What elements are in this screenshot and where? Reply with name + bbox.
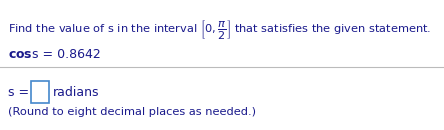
- Text: (Round to eight decimal places as needed.): (Round to eight decimal places as needed…: [8, 107, 256, 117]
- Text: Find the value of s in the interval $\left[0,\dfrac{\pi}{2}\right]$ that satisfi: Find the value of s in the interval $\le…: [8, 18, 431, 41]
- Text: radians: radians: [53, 86, 99, 99]
- Text: s =: s =: [8, 86, 33, 99]
- Text: s = 0.8642: s = 0.8642: [28, 48, 101, 61]
- Text: $\mathbf{cos}$: $\mathbf{cos}$: [8, 48, 33, 61]
- Bar: [31, 81, 49, 103]
